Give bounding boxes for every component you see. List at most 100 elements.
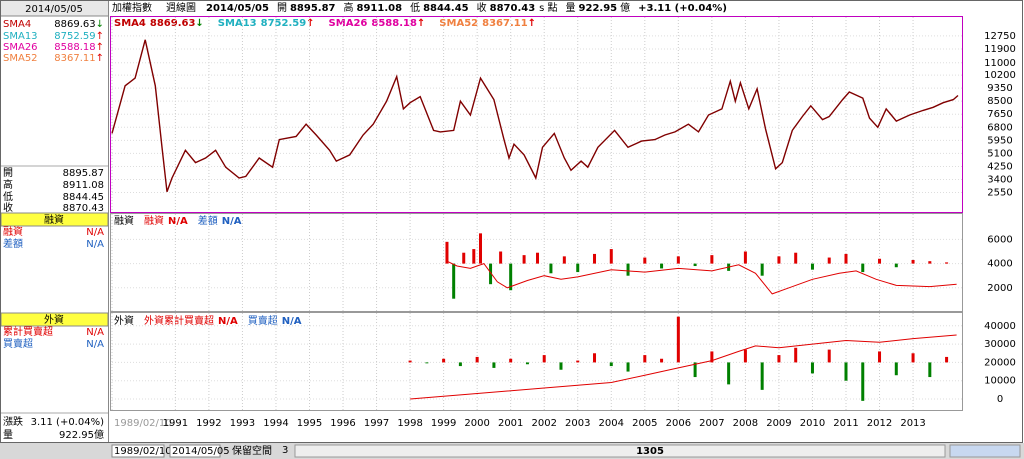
bar: [458, 362, 462, 367]
bar: [827, 257, 831, 264]
x-tick-label: 2008: [733, 418, 758, 429]
bar: [442, 358, 446, 363]
start-date-box[interactable]: [111, 444, 165, 458]
bar: [676, 256, 680, 264]
y-tick-label: 6800: [987, 122, 1012, 133]
bar: [743, 349, 747, 363]
header: 加權指數 週線圖 2014/05/05 開 8895.87 高 8911.08 低 8844.4…: [112, 1, 727, 14]
x-tick-label: 1994: [263, 418, 288, 429]
side-value: 8911.08: [63, 180, 104, 191]
bar: [660, 358, 664, 363]
bar: [844, 362, 848, 381]
y-tick-label: 10200: [984, 70, 1016, 81]
reserve-count: 3: [282, 445, 288, 456]
bar: [794, 347, 798, 363]
x-tick-label: 2003: [565, 418, 590, 429]
reserve-button[interactable]: 保留空間: [232, 444, 272, 457]
bar: [609, 362, 613, 367]
bar: [408, 360, 412, 363]
side-value: N/A: [86, 327, 104, 338]
side-value: N/A: [86, 227, 104, 238]
bar-count: 1305: [636, 446, 664, 457]
frame: [0, 0, 1023, 443]
bar: [810, 362, 814, 374]
y-tick-label: 11000: [984, 58, 1016, 69]
bar: [509, 263, 513, 291]
bar: [928, 362, 932, 378]
side-sma-name: SMA52: [3, 53, 38, 64]
series-line: [410, 334, 957, 400]
side-value: N/A: [86, 239, 104, 250]
side-section-title: 外資: [44, 314, 64, 326]
y-tick-label: 40000: [984, 321, 1016, 332]
x-tick-label: 2002: [531, 418, 556, 429]
side-section-title: 融資: [44, 214, 64, 226]
bar: [878, 351, 882, 363]
y-tick-label: 2550: [987, 188, 1012, 199]
scrollbar[interactable]: [294, 444, 946, 458]
y-tick-label: 7650: [987, 109, 1012, 120]
y-tick-label: 20000: [984, 357, 1016, 368]
side-label: 買賣超: [3, 337, 33, 350]
x-tick-label: 1991: [163, 418, 188, 429]
side-date: 2014/05/05: [25, 4, 83, 15]
x-tick-label: 2011: [833, 418, 858, 429]
bar: [559, 362, 563, 370]
x-tick-label: 1989/02/10: [114, 418, 172, 429]
y-tick-label: 8500: [987, 96, 1012, 107]
bar: [643, 355, 647, 363]
toolbar[interactable]: [949, 444, 1021, 458]
side-value: 8895.87: [63, 168, 104, 179]
start-date[interactable]: 1989/02/10: [114, 446, 172, 457]
x-tick-label: 1997: [364, 418, 389, 429]
x-tick-label: 2012: [867, 418, 892, 429]
x-tick-label: 1992: [196, 418, 221, 429]
side-value: N/A: [86, 339, 104, 350]
side-label: 低: [3, 190, 13, 203]
x-tick-label: 2013: [900, 418, 925, 429]
end-date-box[interactable]: [169, 444, 221, 458]
side-label: 漲跌: [3, 415, 23, 428]
bar: [593, 253, 597, 264]
side-sma-name: SMA13: [3, 31, 38, 42]
bar: [479, 233, 483, 264]
y-tick-label: 10000: [984, 376, 1016, 387]
bar: [536, 252, 540, 264]
bar: [425, 362, 429, 364]
bar: [928, 261, 932, 264]
y-tick-label: 30000: [984, 339, 1016, 350]
y-tick-label: 12750: [984, 31, 1016, 42]
x-tick-label: 2009: [766, 418, 791, 429]
bar: [945, 356, 949, 363]
bar: [626, 263, 630, 276]
bar: [445, 241, 449, 264]
y-tick-label: 6000: [987, 234, 1012, 245]
bar: [492, 362, 496, 368]
bar: [810, 263, 814, 270]
bar: [945, 262, 949, 264]
bar: [472, 249, 476, 264]
bar: [576, 360, 580, 363]
end-date[interactable]: 2014/05/05: [172, 446, 230, 457]
bar: [562, 256, 566, 264]
bar: [693, 362, 697, 378]
bar: [777, 256, 781, 264]
bar: [475, 356, 479, 363]
bar: [660, 263, 664, 269]
bar: [743, 251, 747, 264]
bar: [525, 362, 529, 365]
side-value: 3.11 (+0.04%): [31, 417, 104, 428]
bar: [693, 263, 697, 267]
bar: [576, 263, 580, 273]
bar: [626, 362, 630, 372]
side-value: 8870.43: [63, 203, 104, 214]
y-tick-label: 9350: [987, 83, 1012, 94]
bar: [593, 353, 597, 363]
x-tick-label: 1998: [397, 418, 422, 429]
series-line: [111, 39, 959, 193]
side-sma: 8869.63↓: [54, 19, 104, 30]
side-label: 差額: [3, 237, 23, 250]
bar: [462, 252, 466, 264]
